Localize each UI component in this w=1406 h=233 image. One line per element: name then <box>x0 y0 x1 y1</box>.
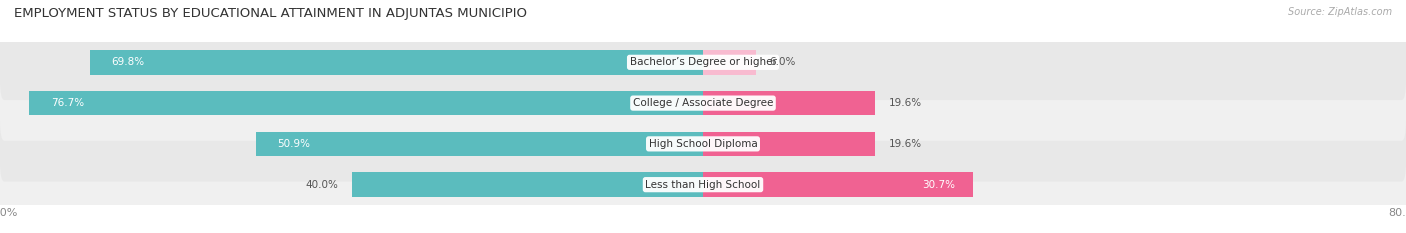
FancyBboxPatch shape <box>0 65 1406 141</box>
Text: 6.0%: 6.0% <box>769 57 796 67</box>
Text: 69.8%: 69.8% <box>111 57 145 67</box>
Text: Bachelor’s Degree or higher: Bachelor’s Degree or higher <box>630 57 776 67</box>
FancyBboxPatch shape <box>0 147 1406 222</box>
Bar <box>703 172 973 197</box>
Bar <box>703 50 756 75</box>
Bar <box>703 132 875 156</box>
Bar <box>703 91 875 115</box>
Bar <box>352 172 703 197</box>
Text: 19.6%: 19.6% <box>889 139 921 149</box>
FancyBboxPatch shape <box>0 106 1406 182</box>
Bar <box>256 132 703 156</box>
Text: Source: ZipAtlas.com: Source: ZipAtlas.com <box>1288 7 1392 17</box>
Text: College / Associate Degree: College / Associate Degree <box>633 98 773 108</box>
Text: 19.6%: 19.6% <box>889 98 921 108</box>
Text: 76.7%: 76.7% <box>51 98 84 108</box>
Bar <box>30 91 703 115</box>
Text: 50.9%: 50.9% <box>278 139 311 149</box>
Bar <box>90 50 703 75</box>
Text: Less than High School: Less than High School <box>645 180 761 190</box>
Text: EMPLOYMENT STATUS BY EDUCATIONAL ATTAINMENT IN ADJUNTAS MUNICIPIO: EMPLOYMENT STATUS BY EDUCATIONAL ATTAINM… <box>14 7 527 20</box>
FancyBboxPatch shape <box>0 25 1406 100</box>
Text: 40.0%: 40.0% <box>305 180 339 190</box>
Text: 30.7%: 30.7% <box>922 180 955 190</box>
Text: High School Diploma: High School Diploma <box>648 139 758 149</box>
